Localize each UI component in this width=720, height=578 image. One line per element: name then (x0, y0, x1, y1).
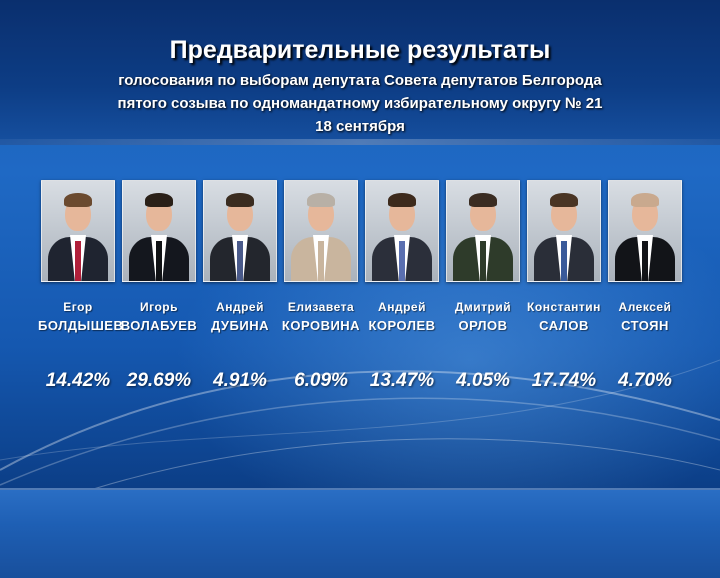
candidate-first-name: Дмитрий (454, 300, 512, 314)
candidate-first-name: Андрей (216, 300, 264, 314)
candidate-first-name: Игорь (139, 300, 178, 314)
header-band (0, 0, 720, 145)
candidate-card: Андрей КОРОЛЕВ (362, 180, 442, 333)
candidate-photo (365, 180, 439, 282)
candidate-percent: 29.69% (126, 370, 192, 391)
candidate-photo (608, 180, 682, 282)
candidate-last-name: ДУБИНА (211, 318, 269, 333)
subtitle-line-1: голосования по выборам депутата Совета д… (118, 72, 602, 89)
candidate-last-name: БОЛДЫШЕВ (38, 318, 124, 333)
candidate-last-name: КОРОЛЕВ (368, 318, 436, 333)
candidate-first-name: Андрей (378, 300, 426, 314)
candidate-photo (203, 180, 277, 282)
candidate-photo (41, 180, 115, 282)
candidate-percent: 14.42% (45, 370, 111, 391)
candidate-last-name: СТОЯН (621, 318, 669, 333)
candidate-card: Егор БОЛДЫШЕВ (38, 180, 124, 333)
candidate-percent: 17.74% (531, 370, 597, 391)
candidate-first-name: Алексей (618, 300, 672, 314)
decorative-swoosh (0, 359, 720, 500)
subtitle-line-2: пятого созыва по одномандатному избирате… (117, 95, 603, 112)
candidate-card: Игорь ВОЛАБУЕВ (119, 180, 199, 333)
candidate-last-name: САЛОВ (539, 318, 589, 333)
candidate-last-name: КОРОВИНА (281, 318, 361, 333)
candidate-card: Андрей ДУБИНА (200, 180, 280, 333)
subtitle-date: 18 сентября (315, 118, 405, 135)
candidate-percent: 4.05% (456, 370, 510, 391)
candidate-first-name: Константин (527, 300, 601, 314)
candidate-percent: 6.09% (294, 370, 348, 391)
candidate-first-name: Егор (63, 300, 93, 314)
page-title: Предварительные результаты (169, 36, 551, 64)
candidate-photo (527, 180, 601, 282)
candidate-card: Алексей СТОЯН (605, 180, 685, 333)
candidate-card: Дмитрий ОРЛОВ (443, 180, 523, 333)
candidate-card: Елизавета КОРОВИНА (281, 180, 361, 333)
candidate-first-name: Елизавета (287, 300, 355, 314)
candidate-percent: 4.91% (213, 370, 267, 391)
candidate-photo (284, 180, 358, 282)
candidate-last-name: ОРЛОВ (458, 318, 508, 333)
candidate-percent: 13.47% (369, 370, 435, 391)
candidate-last-name: ВОЛАБУЕВ (120, 318, 198, 333)
candidate-photo (446, 180, 520, 282)
candidate-photo (122, 180, 196, 282)
bottom-band (0, 488, 720, 578)
candidate-card: Константин САЛОВ (524, 180, 604, 333)
candidate-percent: 4.70% (618, 370, 672, 391)
